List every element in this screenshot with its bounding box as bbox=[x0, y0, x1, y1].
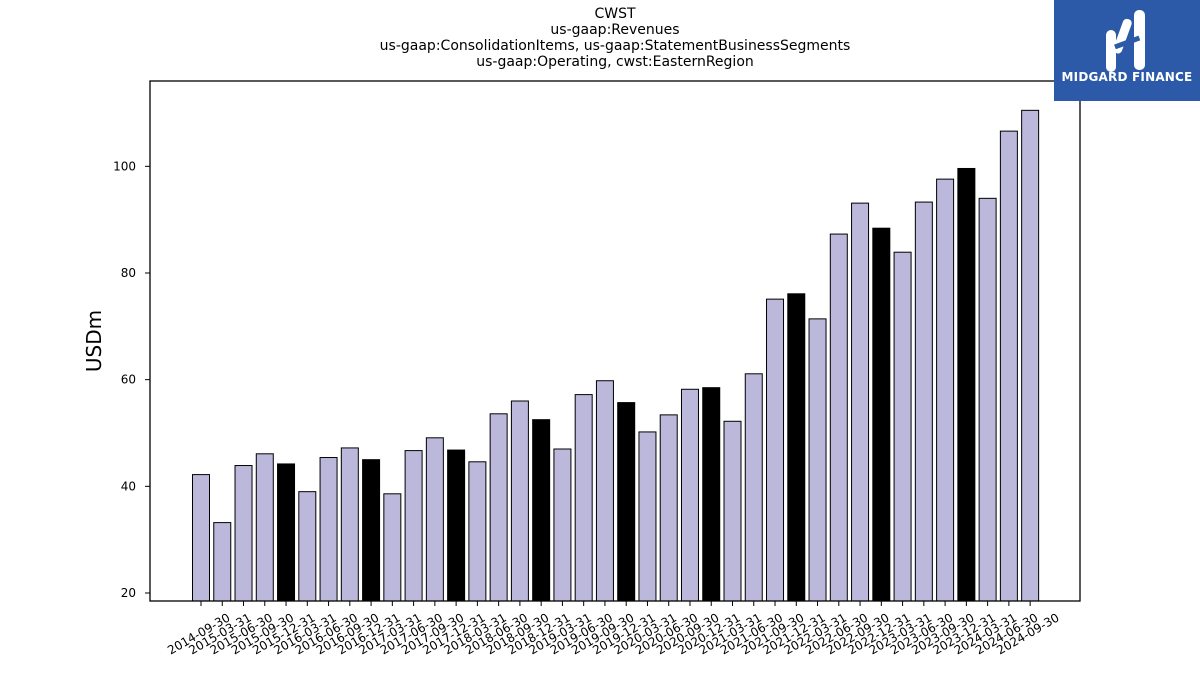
bar bbox=[766, 298, 785, 602]
bar bbox=[447, 449, 466, 602]
bar bbox=[192, 474, 210, 602]
bar bbox=[553, 448, 572, 602]
bar bbox=[319, 457, 338, 602]
bar bbox=[298, 491, 317, 602]
y-tick-label: 100 bbox=[113, 159, 136, 173]
bar bbox=[999, 130, 1018, 602]
bar bbox=[978, 197, 997, 602]
bar bbox=[425, 437, 444, 602]
bar bbox=[489, 413, 508, 602]
bar bbox=[808, 318, 827, 602]
bar bbox=[829, 233, 848, 602]
bar bbox=[957, 167, 976, 602]
bar bbox=[362, 459, 381, 602]
title-line-4: us-gaap:Operating, cwst:EasternRegion bbox=[476, 54, 754, 70]
chart-title: CWST us-gaap:Revenues us-gaap:Consolidat… bbox=[150, 6, 1080, 70]
y-tick-label: 40 bbox=[121, 479, 136, 493]
bar bbox=[234, 465, 253, 602]
bar bbox=[702, 387, 721, 602]
bar bbox=[574, 394, 593, 602]
bar bbox=[617, 402, 636, 602]
bar bbox=[468, 461, 487, 602]
bar bbox=[723, 420, 742, 602]
bar bbox=[213, 522, 232, 602]
logo-mark-icon bbox=[1106, 10, 1145, 72]
brand-logo: MIDGARD FINANCE bbox=[1054, 0, 1200, 101]
bar bbox=[1021, 109, 1040, 602]
bar bbox=[893, 251, 912, 602]
bar bbox=[404, 450, 423, 602]
bar bbox=[277, 463, 296, 602]
bar bbox=[510, 400, 529, 602]
y-tick-label: 20 bbox=[121, 586, 136, 600]
bar bbox=[532, 419, 551, 602]
bar bbox=[936, 178, 955, 602]
bar bbox=[787, 293, 806, 602]
bar bbox=[659, 414, 678, 602]
bar bbox=[872, 227, 891, 602]
y-axis-label: USDm bbox=[82, 310, 106, 372]
bar bbox=[340, 447, 359, 602]
bar bbox=[638, 431, 657, 602]
bar bbox=[680, 388, 699, 602]
logo-text: MIDGARD FINANCE bbox=[1061, 70, 1193, 84]
bar bbox=[744, 373, 763, 602]
plot-frame bbox=[149, 80, 1081, 602]
bar bbox=[595, 380, 614, 602]
bar bbox=[914, 201, 933, 602]
title-line-2: us-gaap:Revenues bbox=[550, 22, 680, 38]
bar bbox=[383, 493, 402, 602]
title-line-1: CWST bbox=[594, 6, 636, 22]
y-tick-label: 60 bbox=[121, 373, 136, 387]
y-tick-label: 80 bbox=[121, 266, 136, 280]
bar bbox=[255, 453, 274, 602]
bar bbox=[851, 202, 870, 602]
title-line-3: us-gaap:ConsolidationItems, us-gaap:Stat… bbox=[379, 38, 851, 54]
